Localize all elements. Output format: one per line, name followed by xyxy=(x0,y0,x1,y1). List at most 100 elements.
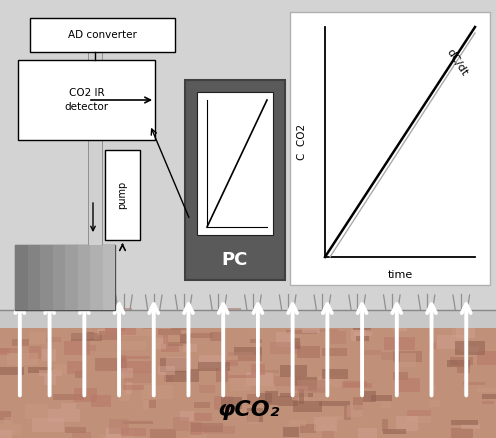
Text: dC/dt: dC/dt xyxy=(445,47,470,78)
Bar xyxy=(226,375,256,378)
Bar xyxy=(280,392,313,397)
Bar xyxy=(61,403,76,409)
Bar xyxy=(3,417,12,424)
Bar xyxy=(238,311,248,321)
Bar xyxy=(163,335,168,344)
Bar xyxy=(91,395,111,406)
Bar xyxy=(384,336,415,350)
Text: pump: pump xyxy=(118,181,127,209)
Bar xyxy=(158,366,175,374)
Bar xyxy=(293,338,300,349)
Bar xyxy=(126,382,132,394)
Bar xyxy=(228,352,254,356)
Bar xyxy=(297,380,328,393)
Bar xyxy=(477,388,496,392)
Bar xyxy=(143,400,148,410)
Bar xyxy=(226,360,238,366)
Bar xyxy=(121,325,153,336)
Bar xyxy=(407,410,431,416)
Bar xyxy=(399,378,420,392)
Text: AD converter: AD converter xyxy=(68,30,137,40)
Bar xyxy=(158,329,181,336)
Bar xyxy=(171,321,189,329)
Bar xyxy=(121,428,146,435)
Bar xyxy=(32,418,64,432)
Bar xyxy=(356,336,369,341)
Bar xyxy=(0,310,496,328)
Bar xyxy=(234,347,262,355)
Bar xyxy=(234,417,248,424)
Bar xyxy=(79,318,105,326)
Bar xyxy=(77,245,90,310)
Bar xyxy=(199,355,225,367)
Bar xyxy=(300,424,316,433)
Text: CO2 IR
detector: CO2 IR detector xyxy=(64,88,109,112)
Bar xyxy=(290,12,490,285)
Bar xyxy=(340,318,353,325)
Bar xyxy=(452,328,460,336)
Bar xyxy=(181,334,191,343)
Bar xyxy=(297,313,312,319)
Bar xyxy=(124,371,151,383)
Bar xyxy=(120,387,130,401)
Bar xyxy=(188,434,207,438)
Bar xyxy=(149,400,157,408)
Bar xyxy=(437,336,466,349)
Bar xyxy=(351,329,366,341)
Bar xyxy=(455,341,485,355)
Bar xyxy=(251,364,265,375)
Bar xyxy=(29,346,41,359)
Bar xyxy=(123,385,144,390)
Bar xyxy=(120,341,146,350)
Bar xyxy=(389,311,402,316)
Bar xyxy=(393,351,422,362)
Bar xyxy=(232,313,252,320)
Bar xyxy=(216,368,229,381)
Bar xyxy=(0,430,12,438)
Bar xyxy=(40,245,53,310)
Bar xyxy=(311,389,325,392)
Bar xyxy=(99,331,119,340)
Bar xyxy=(0,348,19,353)
Bar xyxy=(18,60,155,140)
Text: time: time xyxy=(387,270,413,280)
Bar xyxy=(54,364,67,374)
Bar xyxy=(7,353,38,365)
Bar xyxy=(74,388,97,402)
Bar xyxy=(73,320,104,324)
Bar xyxy=(188,316,200,327)
Bar xyxy=(166,369,198,381)
Bar xyxy=(230,378,251,391)
Bar xyxy=(105,150,140,240)
Bar xyxy=(65,245,77,310)
Bar xyxy=(67,361,86,374)
Bar xyxy=(15,245,115,310)
Bar xyxy=(250,339,262,343)
Bar xyxy=(302,324,319,333)
Bar xyxy=(278,396,298,406)
Bar xyxy=(247,408,263,422)
Bar xyxy=(381,352,400,360)
Bar xyxy=(353,397,363,410)
Bar xyxy=(344,406,351,420)
Bar xyxy=(203,426,235,434)
Bar xyxy=(349,318,367,328)
Bar xyxy=(0,310,496,438)
Bar xyxy=(100,435,114,438)
Bar xyxy=(456,327,475,338)
Bar xyxy=(221,397,242,409)
Bar xyxy=(283,427,300,437)
Text: C  CO2: C CO2 xyxy=(297,124,307,160)
Bar xyxy=(393,318,407,331)
Bar xyxy=(400,353,416,367)
Bar xyxy=(106,428,122,438)
Bar xyxy=(101,308,132,321)
Bar xyxy=(259,393,272,403)
Bar xyxy=(44,375,56,385)
Bar xyxy=(274,376,302,385)
Bar xyxy=(432,386,436,391)
Bar xyxy=(260,383,275,391)
Bar xyxy=(321,416,344,420)
Bar xyxy=(461,346,479,352)
Bar xyxy=(65,427,86,433)
